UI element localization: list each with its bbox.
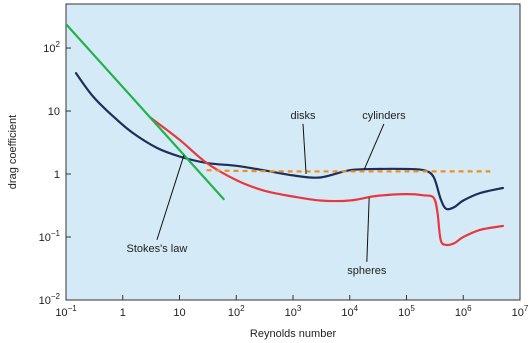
x-axis-label: Reynolds number <box>250 328 337 340</box>
annotation-leader <box>366 197 370 262</box>
y-tick-label: 10−2 <box>39 292 61 307</box>
y-tick-label: 102 <box>43 40 60 55</box>
annotation-label: spheres <box>347 265 387 277</box>
series-line-3 <box>66 23 225 201</box>
x-tick-label: 103 <box>285 304 302 319</box>
x-axis: 10−1 1 10 102 103 104 105 106 107 <box>55 295 529 319</box>
annotation-leader <box>156 154 185 241</box>
x-tick-label: 104 <box>341 304 358 319</box>
series-layer <box>66 23 504 247</box>
annotation-leader <box>363 123 385 170</box>
x-tick-label: 1 <box>120 307 126 319</box>
annotation-layer: disks cylinders Stokes's law spheres <box>127 110 407 277</box>
x-tick-label: 107 <box>512 304 529 319</box>
plot-area <box>65 3 521 301</box>
annotation-label: Stokes's law <box>127 243 188 255</box>
x-tick-label: 105 <box>398 304 415 319</box>
annotation-label: disks <box>290 110 316 122</box>
x-tick-label: 10 <box>173 307 185 319</box>
y-tick-label: 1 <box>54 169 60 181</box>
annotation-label: cylinders <box>362 110 406 122</box>
x-tick-label: 102 <box>228 304 245 319</box>
series-line-2 <box>148 116 504 247</box>
y-tick-label: 10 <box>48 106 60 118</box>
x-tick-label: 106 <box>455 304 472 319</box>
y-axis-label: drag coefficient <box>7 115 19 189</box>
y-axis: 10−2 10−1 1 10 102 <box>39 40 71 307</box>
series-line-4 <box>206 169 491 173</box>
series-line-1 <box>74 72 504 211</box>
y-tick-label: 10−1 <box>39 229 61 244</box>
x-tick-label: 10−1 <box>55 304 77 319</box>
annotation-leader <box>302 123 307 175</box>
